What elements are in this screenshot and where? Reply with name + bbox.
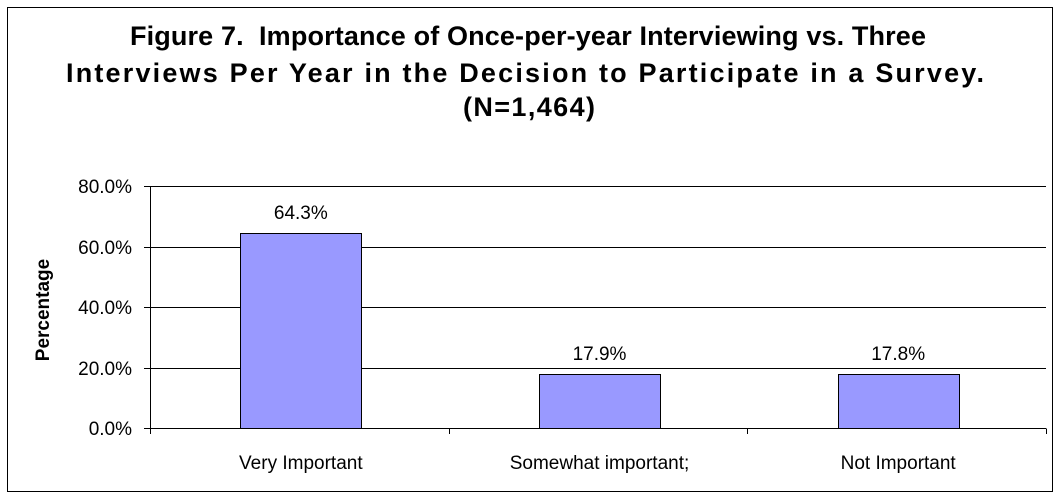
bar [240,233,362,429]
y-tick-label: 20.0% [78,359,132,380]
y-tick-label: 0.0% [89,419,132,440]
x-tick-label: Somewhat important; [510,453,690,474]
chart-labels: 0.0% 20.0% 40.0% 60.0% 80.0% 64.3% Very Import… [78,177,956,474]
bar [838,374,960,429]
y-axis-title: Percentage [33,259,54,361]
chart-title-line-1: Figure 7. Importance of Once-per-year In… [130,21,926,51]
data-label: 64.3% [274,203,328,224]
bar [539,374,661,429]
x-tick-label: Not Important [841,453,957,474]
y-tick-label: 60.0% [78,238,132,259]
axes [144,186,1047,434]
chart-title: Figure 7. Importance of Once-per-year In… [66,21,984,122]
x-tick-label: Very Important [239,453,363,474]
y-tick-label: 80.0% [78,177,132,198]
data-label: 17.8% [871,344,925,365]
chart-title-line-2: Interviews Per Year in the Decision to P… [66,58,984,88]
y-tick-label: 40.0% [78,298,132,319]
data-label: 17.9% [573,344,627,365]
chart-title-line-3: (N=1,464) [463,92,595,122]
bars [240,233,960,429]
